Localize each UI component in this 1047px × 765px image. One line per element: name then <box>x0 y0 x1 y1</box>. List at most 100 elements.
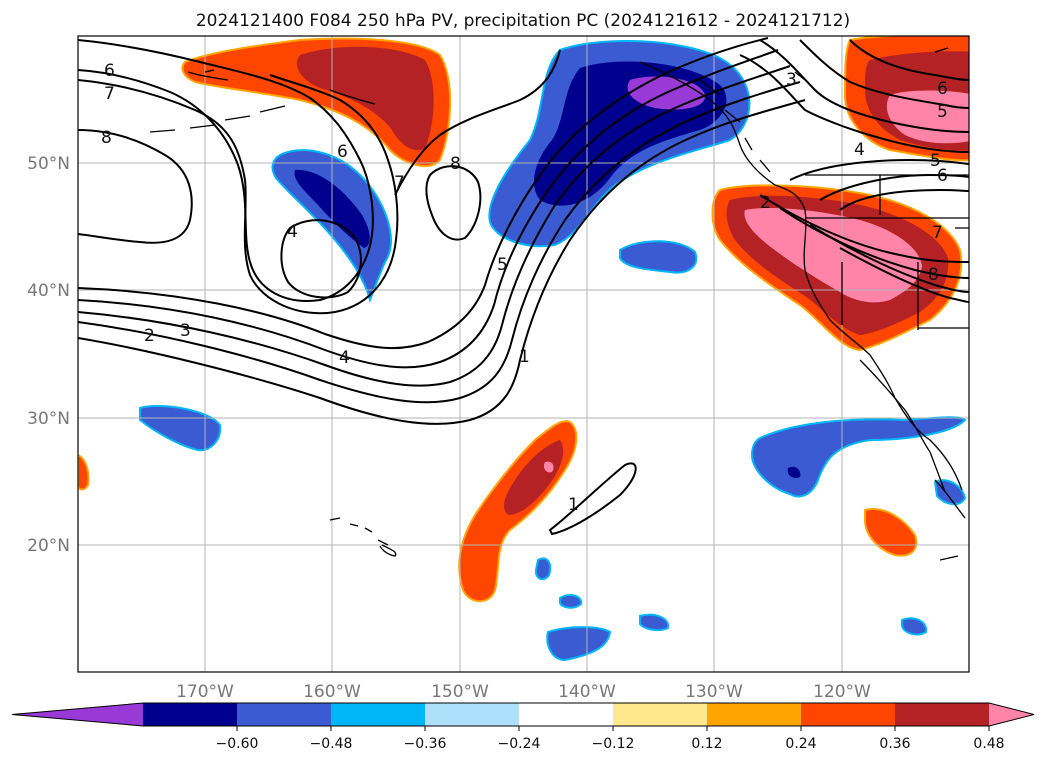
pv-label-5-ne: 5 <box>937 102 948 122</box>
pv-contour-ne-3 <box>799 39 969 109</box>
latitude-labels: 50°N 40°N 30°N 20°N <box>27 154 70 556</box>
pv-contour-west-6 <box>78 39 374 302</box>
negative-anomaly-south-3 <box>546 626 612 662</box>
lat-label-40n: 40°N <box>27 281 70 301</box>
pv-label-2-south: 2 <box>144 326 155 346</box>
lon-label-120w: 120°W <box>813 682 871 702</box>
pv-contour-south-3 <box>78 65 791 387</box>
colorbar-outline <box>11 702 1035 727</box>
coastline-canada-islands <box>699 47 949 173</box>
positive-anomaly-subtropical-core <box>504 440 564 515</box>
colorbar-segment <box>425 703 520 726</box>
coastline-alaska <box>149 69 376 133</box>
pv-contour-west-8 <box>78 129 193 244</box>
colorbar: −0.60 −0.48 −0.36 −0.24 −0.12 0.12 0.24 0.36 0.4… <box>11 702 1035 752</box>
pv-contour-west-7 <box>78 74 399 315</box>
lat-label-50n: 50°N <box>27 154 70 174</box>
negative-anomaly-west-30n <box>139 405 222 452</box>
colorbar-extend-low <box>12 703 143 726</box>
pv-label-4-south: 4 <box>339 348 350 368</box>
map-title: 2024121400 F084 250 hPa PV, precipitatio… <box>196 11 850 31</box>
lat-label-30n: 30°N <box>27 409 70 429</box>
pv-contour-east-7 <box>759 194 969 263</box>
pv-label-6-trough: 6 <box>337 142 348 162</box>
pv-contour-south-1 <box>78 99 806 425</box>
pv-label-3-south: 3 <box>180 321 191 341</box>
pv-label-2-coast: 2 <box>760 193 771 213</box>
lat-label-20n: 20°N <box>27 536 70 556</box>
colorbar-segment <box>707 703 802 726</box>
negative-anomaly-south-5 <box>901 617 928 636</box>
colorbar-segment <box>331 703 426 726</box>
pv-contour-east-5 <box>819 173 969 201</box>
positive-anomaly-west-coast-peak <box>744 208 922 303</box>
pv-contour-ne-1 <box>739 54 969 153</box>
lon-label-130w: 130°W <box>685 682 743 702</box>
pv-contour-west-ring-4 <box>280 219 362 299</box>
pv-label-5-ridge: 5 <box>497 255 508 275</box>
colorbar-segment <box>143 703 238 726</box>
negative-anomaly-south-4 <box>639 613 670 632</box>
positive-anomaly-baja-south <box>864 508 918 557</box>
lon-label-150w: 150°W <box>431 682 489 702</box>
colorbar-tick-label: 0.48 <box>973 736 1004 752</box>
lon-label-140w: 140°W <box>558 682 616 702</box>
pv-contour-trough-8 <box>425 165 482 241</box>
pv-label-8-east: 8 <box>928 265 939 285</box>
pv-contour-ne-2 <box>759 39 969 133</box>
pv-contour-east-8 <box>779 207 969 279</box>
pv-contour-east-9 <box>809 224 969 293</box>
map-panel: 6 7 8 6 7 8 4 5 2 3 4 1 1 3 2 6 5 4 5 6 … <box>78 36 969 672</box>
lon-label-170w: 170°W <box>176 682 234 702</box>
pv-label-4-east: 4 <box>854 140 865 160</box>
pv-contour-trough-big <box>394 49 561 196</box>
negative-anomaly-baja-core <box>787 466 801 478</box>
pv-label-7-east: 7 <box>932 223 943 243</box>
colorbar-tick-label: −0.36 <box>404 736 447 752</box>
map-border <box>77 35 970 673</box>
pv-label-5-east: 5 <box>930 151 941 171</box>
positive-anomaly-west-edge <box>78 453 90 491</box>
pv-label-4-west: 4 <box>287 222 298 242</box>
pv-contour-cutoff-1 <box>548 462 637 536</box>
coastline-baja <box>859 359 946 493</box>
lon-label-160w: 160°W <box>303 682 361 702</box>
pv-contour-east-4 <box>789 158 969 181</box>
colorbar-segment <box>237 703 332 726</box>
coastline-mexico <box>934 479 966 561</box>
positive-anomaly-ne-peak <box>886 90 969 144</box>
colorbar-extend-high <box>989 703 1034 726</box>
pv-label-6-east: 6 <box>937 166 948 186</box>
colorbar-segment <box>613 703 708 726</box>
coastline-pacific-northwest <box>639 61 963 491</box>
pv-label-7-trough: 7 <box>394 173 405 193</box>
colorbar-tick-label: 0.12 <box>691 736 722 752</box>
pv-contour-ne-4 <box>849 39 969 81</box>
colorbar-tick-label: −0.24 <box>498 736 541 752</box>
negative-anomaly-offshore-north <box>619 240 698 274</box>
negative-anomaly-baja <box>750 416 967 498</box>
colorbar-tick-label: −0.60 <box>216 736 259 752</box>
pv-contour-south-2 <box>78 81 801 404</box>
pv-contour-south-5 <box>78 37 769 350</box>
pv-label-6-nw: 6 <box>104 61 115 81</box>
colorbar-tick-label: −0.48 <box>310 736 353 752</box>
colorbar-tick-label: −0.12 <box>592 736 635 752</box>
pv-contour-east-10 <box>839 247 969 303</box>
pv-label-1-cutoff: 1 <box>568 495 579 515</box>
pv-contour-south-4 <box>78 49 779 369</box>
graticule <box>78 36 969 672</box>
pv-contour-east-6 <box>839 188 969 211</box>
negative-anomaly-south-2 <box>559 594 583 609</box>
positive-anomaly-alaska-core <box>296 46 434 151</box>
positive-anomaly-subtropical-peak <box>543 461 554 473</box>
coastline-hawaii <box>329 517 397 557</box>
colorbar-segment <box>895 703 990 726</box>
colorbar-segment <box>801 703 896 726</box>
colorbar-tick-label: 0.24 <box>785 736 816 752</box>
pv-label-1-ridge: 1 <box>519 347 530 367</box>
negative-anomaly-south-1 <box>534 557 552 581</box>
pv-label-6-ne: 6 <box>937 79 948 99</box>
colorbar-segment <box>519 703 614 726</box>
